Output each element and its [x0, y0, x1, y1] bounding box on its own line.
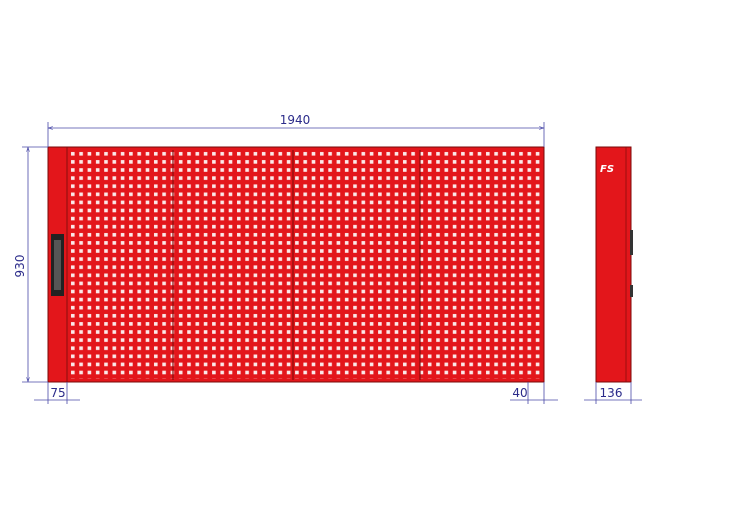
height-label: 930: [13, 255, 27, 278]
logo: FS: [600, 164, 614, 175]
right-margin-label: 40: [512, 386, 527, 400]
side-panel: [595, 146, 632, 383]
depth-label: 136: [600, 386, 623, 400]
left-margin-label: 75: [50, 386, 65, 400]
front-view: [47, 146, 545, 383]
bracket-inner: [54, 240, 61, 290]
bracket: [630, 230, 633, 255]
perforation: [70, 151, 540, 379]
width-label: 1940: [280, 113, 311, 127]
side-view: FS: [595, 146, 633, 383]
bracket: [630, 285, 633, 297]
dimensions: 1940 930 75 40 136: [13, 113, 642, 404]
